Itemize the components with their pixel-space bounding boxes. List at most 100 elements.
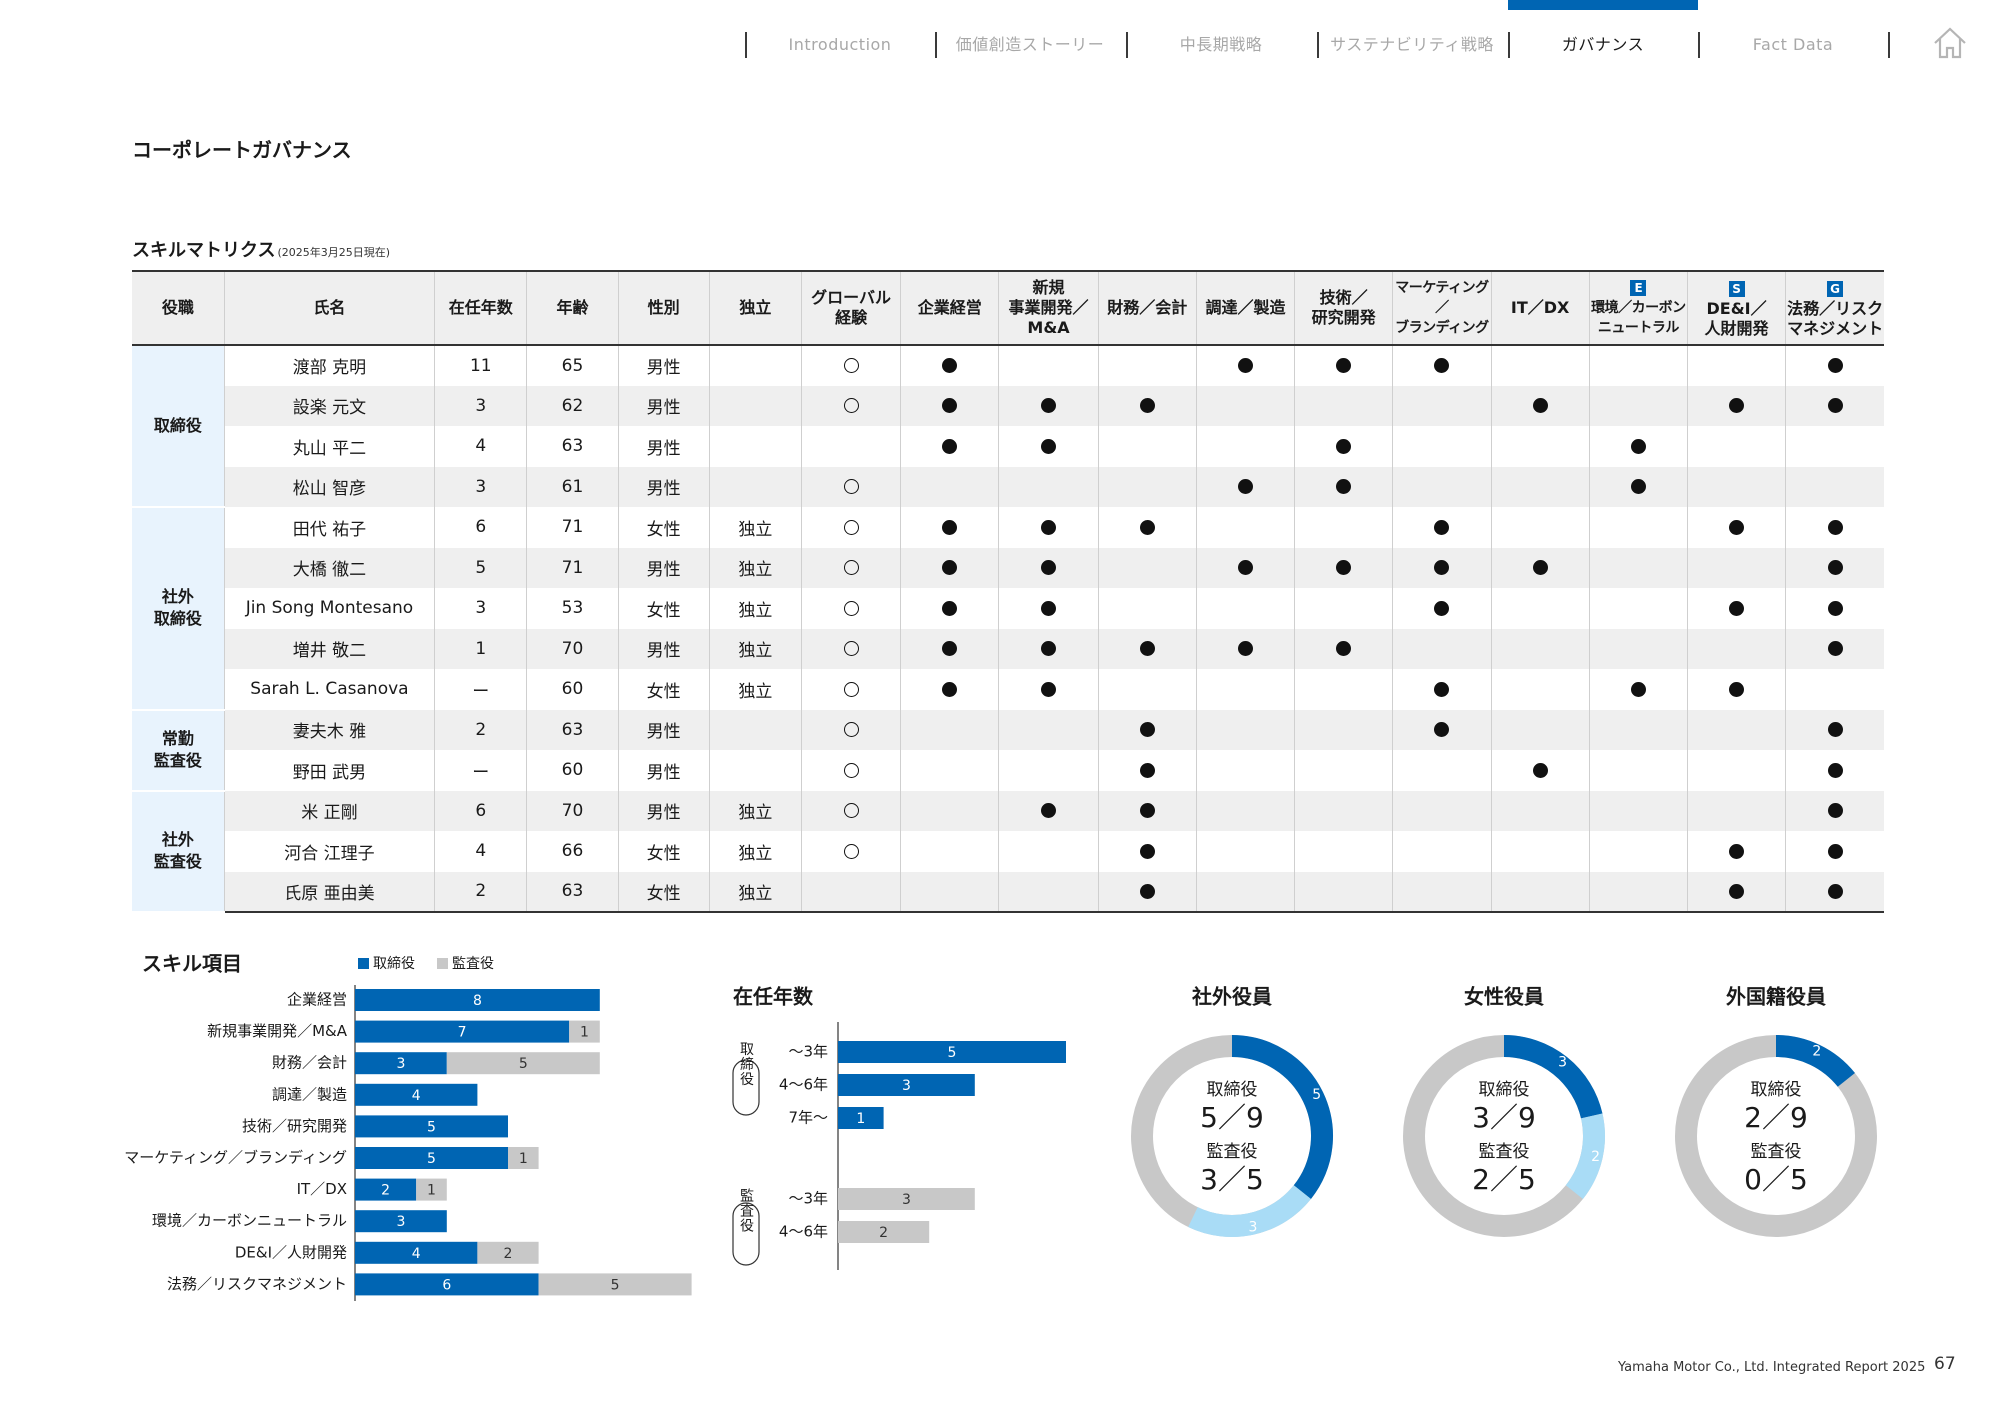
member-skill-cell [1786, 831, 1884, 872]
member-name: 妻夫木 雅 [224, 709, 436, 750]
skill-bar-director-label: 6 [442, 1277, 451, 1293]
member-skill-cell [900, 750, 1000, 791]
filled-dot-icon [1336, 358, 1352, 374]
member-gender: 男性 [618, 709, 710, 750]
header-s8-l2: ニュートラル [1597, 320, 1680, 336]
filled-dot-icon [1630, 479, 1646, 495]
header-global-l1: グローバル [811, 288, 892, 307]
skill-matrix-title-text: スキルマトリクス [132, 240, 276, 261]
member-skill-cell [1589, 466, 1688, 507]
filled-dot-icon [1336, 438, 1352, 454]
skill-bar-auditor [508, 1147, 539, 1169]
member-skill-cell [1294, 790, 1394, 831]
tab-value-creation[interactable]: 価値創造ストーリー [955, 35, 1105, 54]
member-skill-cell [1687, 750, 1787, 791]
filled-dot-icon [1139, 762, 1155, 778]
member-skill-cell [1687, 547, 1787, 588]
member-age: 70 [526, 790, 619, 831]
member-tenure: ー [434, 669, 528, 710]
filled-dot-icon [1139, 398, 1155, 414]
member-skill-cell [1392, 507, 1492, 548]
member-global-experience [801, 426, 902, 467]
member-skill-cell [1687, 871, 1787, 913]
header-s5-l1: 技術／ [1319, 288, 1368, 307]
tab-governance[interactable]: ガバナンス [1561, 35, 1645, 54]
skill-category-label: 企業経営 [287, 991, 347, 1009]
member-skill-cell [1098, 669, 1197, 710]
member-skill-cell [1196, 790, 1296, 831]
foreign-officers-slice-label: 2 [1812, 1043, 1821, 1059]
matrix-row: 増井 敬二 1 70 男性 独立 [132, 628, 1884, 669]
page-title: コーポレートガバナンス [132, 138, 352, 162]
skill-bar-auditor-label: 5 [611, 1277, 620, 1293]
top-navigation: Introduction 価値創造ストーリー 中長期戦略 サステナビリティ戦略 … [0, 0, 2000, 70]
member-skill-cell [1491, 709, 1590, 750]
member-gender: 男性 [618, 547, 710, 588]
open-circle-icon [843, 843, 859, 859]
member-skill-cell [1491, 588, 1590, 629]
tab-mid-long-term-strategy[interactable]: 中長期戦略 [1179, 35, 1263, 54]
member-skill-cell [1294, 345, 1394, 386]
member-skill-cell [1687, 466, 1787, 507]
member-gender: 女性 [618, 871, 710, 913]
filled-dot-icon [942, 358, 958, 374]
skill-bar-director-label: 8 [473, 993, 482, 1009]
skill-bar-auditor-label: 2 [504, 1246, 513, 1262]
member-tenure: 2 [434, 709, 528, 750]
open-circle-icon [843, 722, 859, 738]
member-skill-cell [1196, 750, 1296, 791]
open-circle-icon [843, 803, 859, 819]
member-skill-cell [1098, 426, 1197, 467]
skill-bar-director-label: 4 [412, 1246, 421, 1262]
role-label-line: 社外 [161, 830, 194, 850]
filled-dot-icon [1434, 560, 1450, 576]
member-skill-cell [1098, 588, 1197, 629]
member-skill-cell [1589, 790, 1688, 831]
home-icon[interactable] [1932, 26, 1968, 60]
role-cell: 社外 監査役 [132, 790, 225, 913]
footer-report-name: Yamaha Motor Co., Ltd. Integrated Report… [1618, 1360, 1926, 1375]
member-name: 田代 祐子 [224, 507, 436, 548]
header-s2-l2: 事業開発／ [1008, 298, 1089, 317]
tab-fact-data[interactable]: Fact Data [1752, 35, 1834, 54]
tab-sustainability[interactable]: サステナビリティ戦略 [1330, 35, 1494, 54]
member-tenure: 3 [434, 466, 528, 507]
member-skill-cell [1687, 426, 1787, 467]
member-skill-cell [1589, 507, 1688, 548]
member-global-experience [801, 588, 902, 629]
skill-bar-director-label: 5 [427, 1119, 436, 1135]
member-global-experience [801, 547, 902, 588]
filled-dot-icon [1139, 722, 1155, 738]
member-skill-cell [1491, 466, 1590, 507]
member-age: 65 [526, 345, 619, 386]
header-s6-l2: ブランディング [1395, 320, 1489, 336]
female-officers-slice [1503, 1035, 1603, 1119]
female-officers-slice [1565, 1113, 1605, 1199]
member-name: 丸山 平二 [224, 426, 436, 467]
member-independent [709, 750, 802, 791]
member-skill-cell [1786, 426, 1884, 467]
member-gender: 男性 [618, 750, 710, 791]
filled-dot-icon [1827, 762, 1843, 778]
member-skill-cell [1785, 385, 1884, 426]
member-independent: 独立 [709, 547, 802, 588]
member-skill-cell [1098, 507, 1197, 548]
member-skill-cell [1196, 385, 1296, 426]
matrix-body: 取締役 渡部 克明 11 65 男性 設楽 元文 3 62 男性 丸山 平二 4 63 男性 松山 智彦 3… [132, 345, 1884, 913]
member-skill-cell [1589, 831, 1688, 872]
member-tenure: 2 [434, 871, 528, 913]
filled-dot-icon [942, 438, 958, 454]
tenure-group-label: 取締役 [738, 1042, 754, 1087]
member-skill-cell [1098, 831, 1197, 872]
member-skill-cell [1392, 466, 1492, 507]
member-independent: 独立 [709, 669, 802, 710]
legend-director-swatch [358, 958, 369, 969]
foreign-officers-center-label: 監査役 [1751, 1142, 1802, 1162]
header-skill-dei: S DE&I／ 人財開発 [1687, 270, 1787, 346]
tab-introduction[interactable]: Introduction [788, 35, 892, 54]
member-independent [709, 426, 802, 467]
member-skill-cell [1196, 547, 1296, 588]
member-skill-cell [998, 426, 1099, 467]
header-tenure: 在任年数 [434, 270, 528, 346]
